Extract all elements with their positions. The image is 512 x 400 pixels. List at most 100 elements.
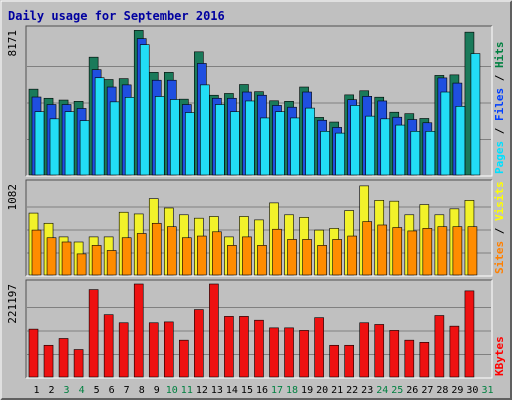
- bar-kbytes-day-4: [73, 349, 84, 378]
- bar-sites-day-6: [106, 250, 117, 276]
- day-label-4: 4: [79, 385, 85, 396]
- day-label-26: 26: [406, 385, 418, 396]
- day-label-20: 20: [316, 385, 328, 396]
- bar-kbytes-day-30: [464, 290, 475, 378]
- panel-max-label: 1082: [6, 184, 19, 211]
- bar-pages-day-4: [79, 120, 90, 176]
- bar-sites-day-24: [377, 224, 388, 276]
- bar-pages-day-12: [200, 84, 210, 176]
- day-label-6: 6: [109, 385, 115, 396]
- legend-separator: /: [493, 221, 506, 241]
- day-label-12: 12: [196, 385, 208, 396]
- bar-kbytes-day-11: [179, 339, 189, 378]
- day-label-17: 17: [271, 385, 283, 396]
- day-label-1: 1: [33, 385, 39, 396]
- bar-pages-day-14: [230, 111, 240, 176]
- day-label-25: 25: [391, 385, 403, 396]
- bar-kbytes-day-5: [88, 289, 99, 378]
- plot-bevel-dark: [25, 25, 492, 176]
- bar-kbytes-day-16: [254, 319, 264, 378]
- bar-sites-day-15: [242, 236, 252, 276]
- bar-pages-day-23: [365, 115, 376, 176]
- bar-pages-day-1: [34, 111, 45, 176]
- bar-kbytes-day-24: [374, 324, 385, 378]
- plot-bevel-dark: [25, 279, 492, 378]
- bar-sites-day-29: [452, 226, 463, 276]
- bar-kbytes-day-29: [449, 325, 460, 378]
- bar-sites-day-11: [182, 237, 192, 276]
- bar-kbytes-day-23: [359, 322, 370, 378]
- bar-sites-day-9: [151, 222, 162, 276]
- bar-sites-day-2: [46, 237, 57, 276]
- day-label-11: 11: [181, 385, 193, 396]
- bar-sites-day-3: [61, 241, 72, 276]
- bar-pages-day-21: [335, 132, 345, 176]
- bar-sites-day-13: [212, 231, 222, 276]
- day-label-5: 5: [94, 385, 100, 396]
- bar-pages-day-9: [154, 96, 165, 176]
- legend-sites: Sites: [493, 241, 506, 274]
- x-axis-day-labels: 1 2 3 4 5 6 7 8 9 10 11 12 13 14 15 16 17 18 19 20 21 22 23 24 2…: [33, 385, 493, 396]
- day-label-15: 15: [241, 385, 253, 396]
- bar-kbytes-day-1: [28, 328, 39, 378]
- bar-sites-day-14: [227, 245, 237, 276]
- bar-pages-day-13: [215, 104, 225, 176]
- bar-sites-day-25: [392, 227, 403, 276]
- day-label-2: 2: [49, 385, 55, 396]
- bar-pages-day-30: [470, 53, 481, 176]
- bar-sites-day-22: [347, 235, 357, 276]
- bar-sites-day-1: [31, 229, 42, 276]
- bar-pages-day-8: [139, 44, 150, 176]
- legend-visits: Visits: [493, 181, 506, 221]
- panel-visits-sites: 1082 Sites / Visits: [6, 179, 506, 277]
- bar-kbytes-day-14: [224, 316, 234, 378]
- bar-kbytes-day-3: [58, 338, 69, 378]
- legend-text: Pages / Files / Hits: [493, 42, 506, 175]
- bar-sites-day-10: [166, 226, 177, 276]
- bar-kbytes-day-25: [389, 330, 400, 378]
- bar-kbytes-day-12: [194, 309, 204, 378]
- day-label-28: 28: [436, 385, 448, 396]
- bar-pages-day-15: [245, 100, 255, 176]
- plot-bevel-light: [26, 180, 493, 277]
- panel-max-label: 221197: [6, 284, 19, 324]
- bar-sites-day-7: [121, 237, 132, 276]
- day-label-21: 21: [331, 385, 343, 396]
- bar-kbytes-day-8: [133, 283, 144, 378]
- day-label-14: 14: [226, 385, 238, 396]
- day-label-29: 29: [451, 385, 463, 396]
- bar-kbytes-day-9: [148, 322, 159, 378]
- day-label-3: 3: [64, 385, 70, 396]
- bar-sites-day-17: [272, 228, 282, 276]
- bar-pages-day-22: [350, 105, 360, 176]
- bar-pages-day-26: [410, 131, 421, 176]
- day-label-18: 18: [286, 385, 298, 396]
- day-label-10: 10: [166, 385, 178, 396]
- bar-pages-day-27: [425, 131, 436, 176]
- panel-legend: Sites / Visits: [493, 181, 506, 274]
- bar-sites-day-20: [317, 245, 327, 276]
- bar-sites-day-28: [437, 226, 448, 276]
- legend-hits: Hits: [493, 42, 506, 69]
- day-label-31: 31: [481, 385, 493, 396]
- bar-kbytes-day-26: [404, 339, 415, 378]
- day-label-9: 9: [154, 385, 160, 396]
- bar-pages-day-6: [109, 101, 120, 176]
- bar-pages-day-24: [380, 118, 391, 176]
- bar-kbytes-day-15: [239, 316, 249, 378]
- legend-separator: /: [493, 121, 506, 141]
- legend-text: KBytes: [493, 336, 506, 376]
- bar-sites-day-18: [287, 239, 297, 276]
- bar-kbytes-day-17: [269, 327, 279, 378]
- bar-kbytes-day-10: [163, 321, 174, 378]
- bar-sites-day-4: [76, 253, 87, 276]
- legend-pages: Pages: [493, 141, 506, 174]
- plot-bevel-light: [26, 280, 493, 379]
- plot-bevel-light: [26, 26, 493, 177]
- bar-kbytes-day-6: [103, 314, 114, 378]
- bar-sites-day-16: [257, 245, 267, 276]
- bar-pages-day-5: [94, 77, 105, 176]
- bar-kbytes-day-19: [299, 330, 309, 378]
- panel-legend: Pages / Files / Hits: [493, 42, 506, 175]
